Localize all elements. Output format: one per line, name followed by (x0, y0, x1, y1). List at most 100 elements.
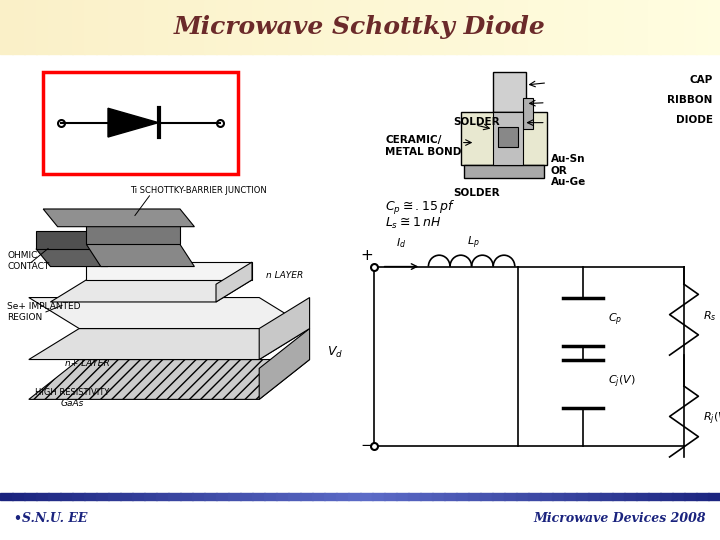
Bar (432, 0, 446, 54)
Bar (0, 493, 14, 500)
Bar (480, 493, 493, 500)
Bar (264, 0, 277, 54)
Bar (48, 0, 61, 54)
Bar (600, 0, 613, 54)
Bar (72, 493, 86, 500)
Bar (600, 493, 613, 500)
Polygon shape (461, 112, 547, 165)
Bar (324, 0, 338, 54)
Bar (420, 493, 433, 500)
Bar (36, 0, 50, 54)
Text: CAP: CAP (690, 75, 713, 85)
Bar (180, 493, 194, 500)
Bar (540, 0, 554, 54)
Bar (552, 493, 565, 500)
Bar (336, 493, 349, 500)
Bar (372, 493, 385, 500)
Polygon shape (29, 328, 310, 360)
Bar (372, 0, 385, 54)
Bar (48, 493, 61, 500)
Bar (348, 0, 361, 54)
Bar (96, 493, 109, 500)
Bar (564, 0, 577, 54)
Bar (43, 72, 238, 173)
Bar (120, 493, 133, 500)
Bar (708, 493, 720, 500)
Polygon shape (86, 245, 194, 267)
Bar (408, 0, 421, 54)
Bar (312, 493, 325, 500)
Bar (384, 493, 397, 500)
Bar (624, 493, 637, 500)
Bar (276, 0, 289, 54)
Bar (288, 493, 302, 500)
Bar (192, 0, 205, 54)
Bar (204, 493, 217, 500)
Bar (276, 493, 289, 500)
Bar (660, 0, 673, 54)
Bar (228, 493, 241, 500)
Bar (144, 493, 158, 500)
Bar (24, 0, 37, 54)
Bar (648, 493, 662, 500)
Bar (576, 493, 590, 500)
Bar (12, 493, 25, 500)
Text: GaAs: GaAs (60, 399, 84, 408)
Polygon shape (493, 112, 523, 165)
Bar (492, 493, 505, 500)
Bar (156, 493, 169, 500)
Bar (108, 493, 122, 500)
Bar (420, 0, 433, 54)
Bar (504, 493, 518, 500)
Bar (180, 0, 194, 54)
Bar (528, 0, 541, 54)
Bar (84, 493, 97, 500)
Bar (156, 0, 169, 54)
Text: Ti SCHOTTKY-BARRIER JUNCTION: Ti SCHOTTKY-BARRIER JUNCTION (130, 186, 266, 195)
Polygon shape (523, 98, 533, 129)
Bar (660, 493, 673, 500)
Bar (132, 0, 145, 54)
Bar (612, 0, 626, 54)
Bar (444, 493, 457, 500)
Bar (516, 493, 529, 500)
Text: $C_j(V)$: $C_j(V)$ (608, 373, 635, 390)
Bar (504, 0, 518, 54)
Bar (396, 493, 410, 500)
Bar (312, 0, 325, 54)
Text: HIGH RESISTIVITY: HIGH RESISTIVITY (35, 388, 109, 397)
Bar (612, 493, 626, 500)
Bar (588, 493, 601, 500)
Bar (60, 0, 73, 54)
Bar (324, 493, 338, 500)
Bar (24, 493, 37, 500)
Bar (36, 493, 50, 500)
Bar (216, 493, 230, 500)
Text: CERAMIC/: CERAMIC/ (385, 134, 441, 145)
Text: $L_s \cong 1\,nH$: $L_s \cong 1\,nH$ (385, 215, 441, 231)
Polygon shape (464, 165, 544, 178)
Bar (528, 493, 541, 500)
Bar (396, 0, 410, 54)
Polygon shape (259, 328, 310, 400)
Bar (492, 0, 505, 54)
Bar (144, 0, 158, 54)
Bar (72, 0, 86, 54)
Bar (192, 493, 205, 500)
Bar (564, 493, 577, 500)
Bar (336, 0, 349, 54)
Bar (108, 0, 122, 54)
Text: SOLDER: SOLDER (454, 188, 500, 198)
Bar (672, 0, 685, 54)
Bar (168, 493, 181, 500)
Bar (552, 0, 565, 54)
Bar (576, 0, 590, 54)
Polygon shape (259, 298, 310, 360)
Bar (708, 0, 720, 54)
Bar (132, 493, 145, 500)
Bar (468, 493, 482, 500)
Bar (696, 493, 709, 500)
Bar (0, 0, 14, 54)
Bar (252, 0, 266, 54)
Polygon shape (498, 127, 518, 147)
